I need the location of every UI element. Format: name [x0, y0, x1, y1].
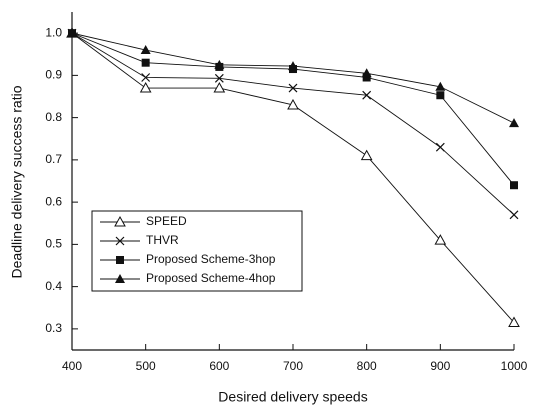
legend-label: Proposed Scheme-4hop [146, 271, 276, 285]
marker [362, 73, 371, 82]
y-tick-label: 0.8 [45, 110, 62, 124]
marker [114, 215, 126, 227]
marker [361, 68, 372, 78]
marker [288, 61, 298, 71]
y-tick-label: 0.9 [45, 68, 62, 82]
x-tick-label: 900 [430, 359, 450, 373]
marker [509, 210, 519, 220]
marker [510, 181, 518, 190]
x-tick-label: 400 [62, 359, 82, 373]
marker [140, 45, 151, 55]
x-tick-label: 600 [209, 359, 229, 373]
series-line [71, 32, 515, 216]
marker [115, 236, 125, 246]
marker [139, 82, 152, 93]
marker [287, 98, 299, 110]
x-axis-title: Desired delivery speeds [218, 389, 367, 405]
y-tick-label: 0.5 [45, 237, 62, 251]
series-line [71, 32, 515, 124]
marker [508, 316, 520, 328]
x-tick-label: 800 [357, 359, 377, 373]
marker [214, 73, 224, 83]
x-tick-label: 500 [136, 359, 156, 373]
x-tick-label: 700 [283, 359, 303, 373]
marker [509, 118, 519, 128]
y-axis-title: Deadline delivery success ratio [9, 85, 25, 278]
marker [288, 83, 298, 93]
y-tick-label: 0.3 [45, 321, 62, 335]
y-tick-label: 0.7 [45, 152, 62, 166]
legend-label: SPEED [146, 214, 187, 228]
legend-label: THVR [146, 233, 179, 247]
y-tick-label: 0.4 [45, 279, 62, 293]
marker [435, 142, 445, 152]
marker [115, 274, 125, 283]
y-tick-label: 0.6 [45, 194, 62, 208]
marker [214, 59, 225, 69]
marker [141, 73, 151, 82]
marker [436, 91, 445, 100]
legend-label: Proposed Scheme-3hop [146, 252, 276, 266]
marker [141, 58, 150, 67]
marker [213, 82, 226, 93]
marker [435, 81, 446, 91]
marker [360, 149, 373, 161]
marker [362, 90, 372, 100]
x-tick-label: 1000 [501, 359, 528, 373]
y-tick-label: 1.0 [45, 25, 62, 39]
legend-box [91, 210, 303, 292]
marker [67, 28, 77, 38]
marker [434, 234, 447, 245]
marker [116, 256, 124, 264]
